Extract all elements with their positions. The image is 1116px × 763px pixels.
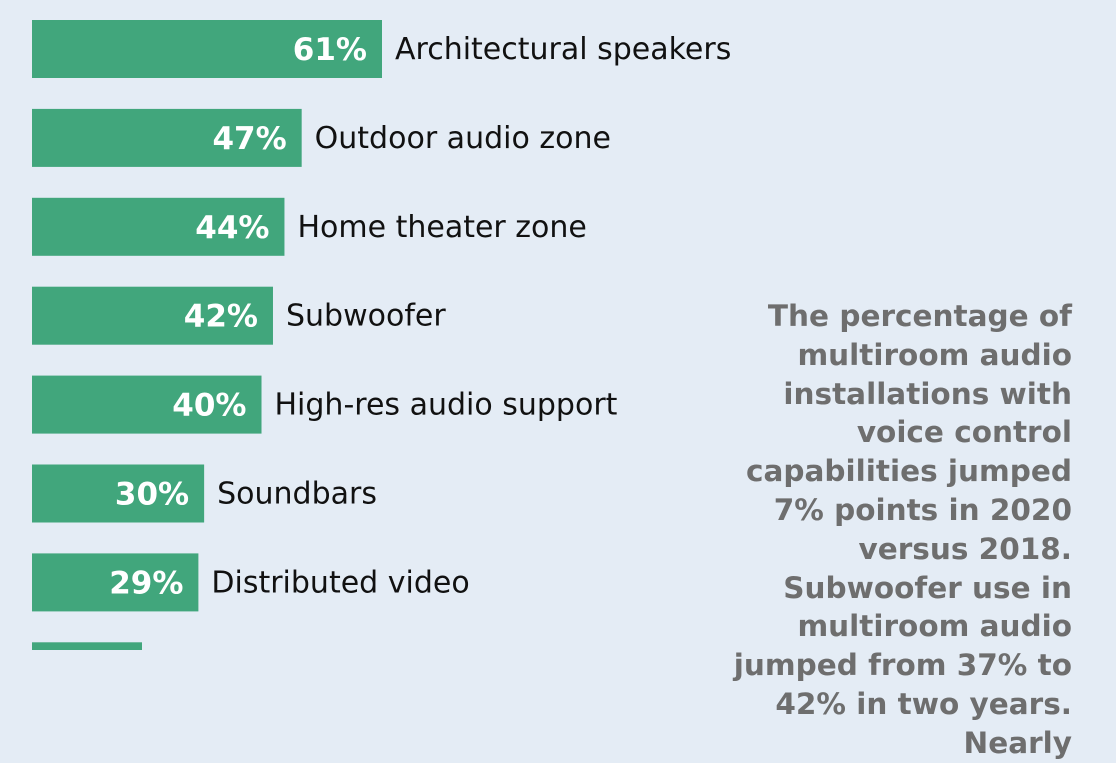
bar-category-label: Outdoor audio zone [315, 121, 611, 156]
bar [32, 642, 142, 650]
bar-category-label: Home theater zone [297, 210, 586, 245]
bar-category-label: Distributed video [211, 565, 469, 600]
bar-chart: 61% Architectural speakers 47% Outdoor audi… [32, 20, 731, 650]
bar-value-label: 47% [212, 121, 286, 157]
bar-value-label: 40% [172, 388, 246, 424]
bar-category-label: Subwoofer [286, 299, 446, 334]
bar-value-label: 30% [115, 477, 189, 513]
bar [32, 197, 285, 256]
bar-category-label: Architectural speakers [395, 32, 731, 67]
callout-text: The percentage of mul­tiroom audio insta… [733, 299, 1072, 760]
bar-value-label: 42% [184, 299, 258, 335]
bar-value-label: 29% [109, 565, 183, 601]
bar [32, 286, 273, 345]
bar-value-label: 61% [293, 32, 367, 68]
bar [32, 108, 302, 167]
bar-category-label: Soundbars [217, 477, 377, 512]
bar [32, 464, 205, 523]
bar-category-label: High-res audio support [275, 388, 618, 423]
bar [32, 20, 382, 78]
bar [32, 553, 199, 612]
bar-value-label: 44% [195, 210, 269, 246]
bar [32, 375, 262, 434]
